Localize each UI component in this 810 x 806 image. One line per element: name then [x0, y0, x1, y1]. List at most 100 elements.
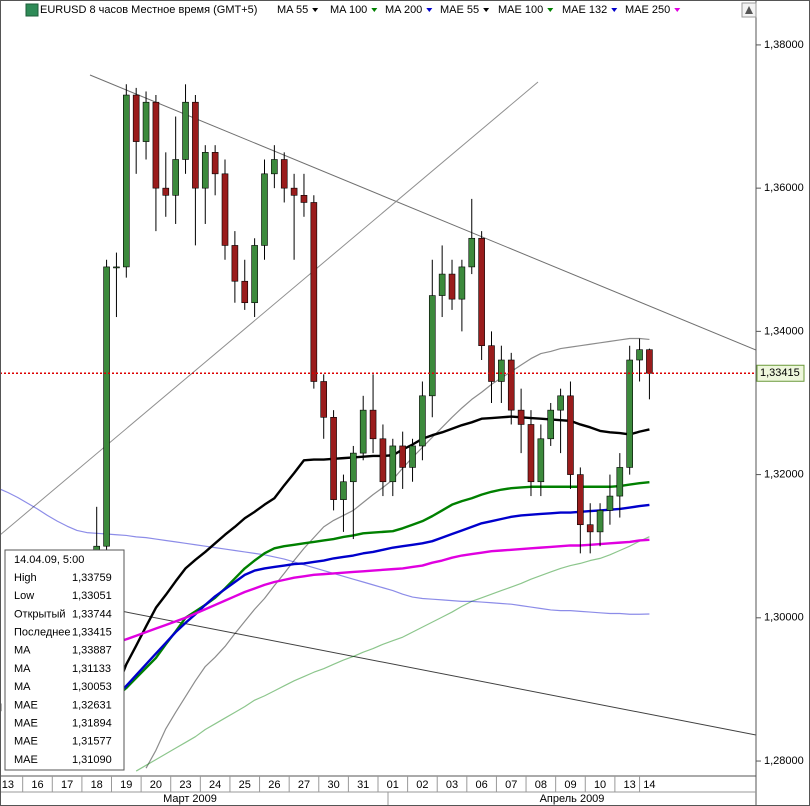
- legend-entry: MA 100: [330, 4, 367, 16]
- candle-body: [142, 101, 150, 142]
- y-tick-label: 1,32000: [764, 468, 804, 480]
- x-tick-label: 26: [268, 779, 280, 791]
- x-tick-label: 10: [594, 779, 606, 791]
- candle-body: [507, 359, 515, 411]
- info-label: Открытый: [14, 608, 66, 620]
- legend-entry: MA 200: [385, 4, 422, 16]
- y-tick-label: 1,36000: [764, 182, 804, 194]
- y-tick-label: 1,38000: [764, 39, 804, 51]
- candle-body: [172, 159, 179, 196]
- x-tick-label: 20: [150, 779, 162, 791]
- y-tick-label: 1,28000: [764, 755, 804, 767]
- candle-body: [517, 409, 525, 425]
- y-tick-label: 1,34000: [764, 325, 804, 337]
- candle-body: [428, 295, 436, 397]
- info-label: Low: [14, 590, 34, 602]
- info-label: MA: [14, 645, 31, 657]
- legend-dropdown[interactable]: [674, 8, 681, 12]
- chart-title: EURUSD 8 часов Местное время (GMT+5): [40, 4, 257, 16]
- x-tick-label: 24: [209, 779, 221, 791]
- info-value: 1,33759: [72, 572, 112, 584]
- candle-body: [350, 452, 357, 483]
- candle-body: [211, 152, 219, 175]
- x-tick-label: 09: [564, 779, 576, 791]
- indicator-line: [86, 538, 650, 655]
- x-tick-label: 17: [61, 779, 73, 791]
- indicator-line: [145, 337, 650, 769]
- info-box-frame: [4, 549, 125, 771]
- legend-dropdown[interactable]: [611, 8, 618, 12]
- x-tick-label: 18: [91, 779, 103, 791]
- trend-lines: [0, 74, 756, 736]
- x-tick-label: 03: [446, 779, 458, 791]
- x-tick-label: 14: [643, 779, 655, 791]
- info-value: 1,31133: [72, 663, 111, 675]
- info-value: 1,33887: [72, 645, 112, 657]
- candle-body: [132, 94, 140, 142]
- candle-body: [606, 495, 614, 511]
- last-price-label: 1,33415: [760, 367, 800, 379]
- candle-body: [192, 101, 199, 189]
- candle-body: [320, 381, 328, 418]
- candle-body: [527, 424, 535, 483]
- legend-dropdown[interactable]: [312, 8, 319, 12]
- candle-body: [399, 445, 406, 468]
- candle-body: [636, 349, 643, 361]
- candle-body: [478, 237, 485, 346]
- candle-body: [280, 159, 288, 189]
- legend-entry: MAE 55: [440, 4, 479, 16]
- candle-body: [271, 159, 278, 175]
- candle-body: [113, 266, 120, 269]
- candle-body: [330, 417, 337, 500]
- last-price-box: [756, 364, 805, 382]
- legend-dropdown[interactable]: [547, 8, 554, 12]
- info-label: High: [14, 572, 37, 584]
- info-value: 1,30053: [72, 681, 112, 693]
- x-tick-label: 23: [179, 779, 191, 791]
- x-tick-label: 13: [624, 779, 636, 791]
- legend-entry: MAE 100: [498, 4, 543, 16]
- candle-body: [409, 445, 416, 468]
- info-label: MA: [14, 681, 31, 693]
- info-value: 1,33744: [72, 608, 112, 620]
- x-tick-label: 01: [387, 779, 399, 791]
- candle-body: [458, 266, 466, 300]
- month-label: Март 2009: [163, 793, 217, 805]
- legend-dropdown[interactable]: [483, 8, 490, 12]
- info-value: 1,33051: [72, 590, 112, 602]
- candle-body: [251, 245, 258, 304]
- candle-body: [586, 524, 594, 533]
- legend-dropdown[interactable]: [426, 8, 433, 12]
- candle-body: [557, 395, 564, 411]
- info-value: 1,33415: [72, 627, 112, 639]
- legend-entry: MAE 250: [625, 4, 670, 16]
- candle-body: [359, 409, 367, 454]
- collapse-icon[interactable]: [745, 6, 753, 14]
- info-label: Последнее: [14, 627, 71, 639]
- candle-body: [537, 438, 545, 483]
- trend-line: [0, 81, 539, 536]
- candle-body: [221, 173, 229, 246]
- candle-body: [152, 101, 160, 189]
- x-tick-label: 27: [298, 779, 310, 791]
- candle-body: [468, 237, 476, 268]
- info-label: MAE: [14, 754, 38, 766]
- x-tick-label: 16: [31, 779, 43, 791]
- month-label: Апрель 2009: [540, 793, 605, 805]
- info-title: 14.04.09, 5:00: [14, 554, 84, 566]
- candle-body: [369, 409, 377, 440]
- indicator-line: [135, 536, 650, 772]
- legend-dropdown[interactable]: [371, 8, 378, 12]
- x-tick-label: 13: [2, 779, 14, 791]
- candle-body: [616, 467, 624, 497]
- candle-body: [567, 395, 574, 475]
- candle-body: [626, 359, 633, 468]
- indicator-line: [95, 503, 650, 716]
- candle-body: [577, 474, 584, 526]
- candle-body: [103, 266, 110, 547]
- candle-body: [162, 187, 170, 196]
- legend-entry: MA 55: [277, 4, 308, 16]
